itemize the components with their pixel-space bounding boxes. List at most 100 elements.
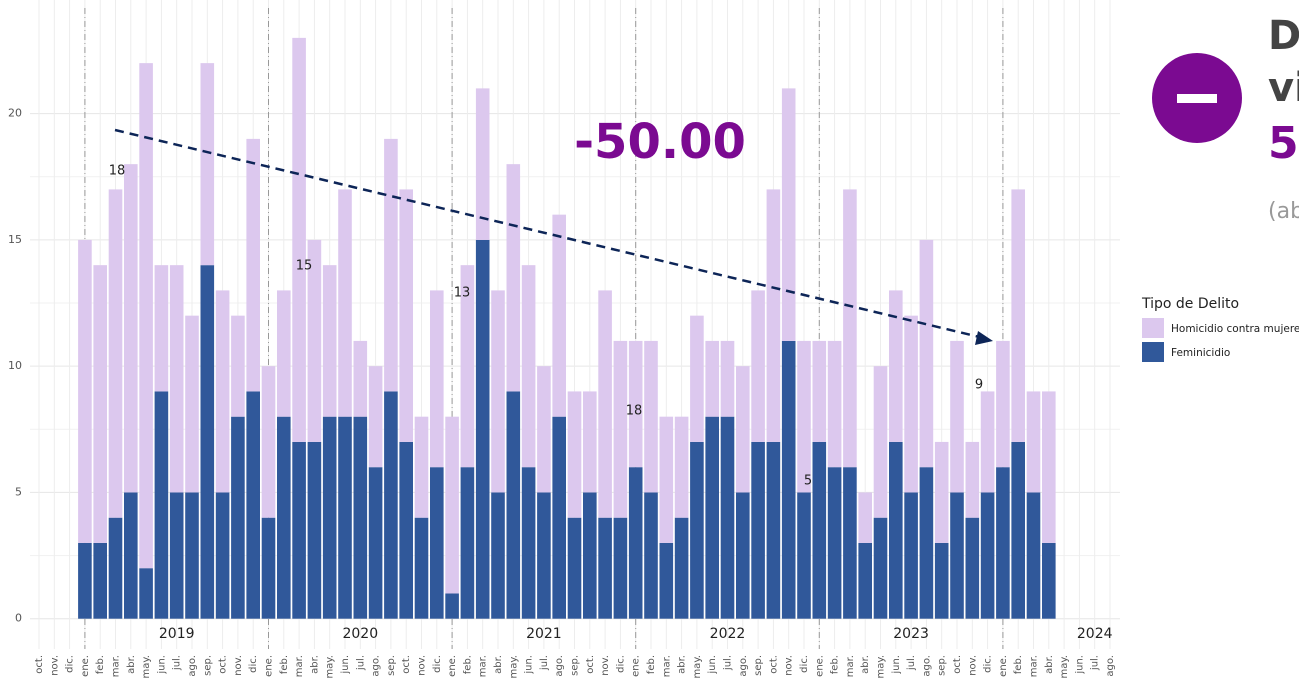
bar-segment [491, 290, 505, 493]
bar-segment [414, 517, 429, 619]
bar-segment [628, 467, 643, 619]
x-tick-label: ene. [447, 655, 458, 677]
x-tick-label: dic. [65, 655, 76, 673]
bar-segment [674, 517, 689, 619]
x-tick-label: oct. [952, 655, 963, 674]
x-tick-label: jul. [906, 655, 917, 671]
bar-segment [583, 391, 597, 493]
bar-segment [292, 441, 306, 619]
bar-segment [644, 492, 658, 619]
bar-segment [736, 492, 750, 619]
year-label: 2022 [710, 626, 746, 642]
bar-segment [384, 391, 398, 619]
bar-segment [720, 340, 735, 417]
bar-segment [1026, 492, 1041, 619]
bar-segment [154, 391, 169, 619]
bar-segment [583, 492, 597, 619]
bar-segment [353, 416, 368, 619]
x-tick-label: nov. [784, 655, 795, 676]
annotation: 18 [626, 404, 643, 419]
bar-segment [827, 340, 842, 468]
bar-segment [996, 340, 1010, 468]
bar-segment [93, 542, 107, 619]
x-tick-label: ago. [738, 655, 749, 677]
x-tick-label: oct. [585, 655, 596, 674]
bar-segment [690, 441, 704, 619]
x-tick-label: may. [508, 655, 519, 679]
bar-segment [108, 517, 123, 619]
bar-segment [277, 290, 291, 417]
bar-segment [751, 290, 765, 442]
x-tick-label: mar. [661, 655, 672, 677]
bar-segment [843, 467, 857, 619]
year-label: 2024 [1077, 626, 1113, 642]
bar-segment [934, 441, 949, 543]
x-tick-label: nov. [49, 655, 60, 676]
x-tick-label: jul. [539, 655, 550, 671]
x-tick-label: mar. [294, 655, 305, 677]
legend-label: Homicidio contra mujeres [1171, 323, 1299, 335]
bar-segment [613, 340, 628, 518]
x-tick-label: ene. [998, 655, 1009, 677]
bar-segment [261, 517, 276, 619]
bar-segment [338, 189, 352, 417]
x-tick-label: jul. [172, 655, 183, 671]
bar-segment [674, 416, 689, 518]
x-tick-label: jul. [723, 655, 734, 671]
bar-segment [460, 265, 475, 468]
bar-segment [246, 138, 260, 392]
bar-segment [384, 138, 398, 392]
y-tick-label: 20 [8, 107, 22, 120]
bar-segment [919, 239, 934, 468]
bar-segment [78, 542, 92, 619]
bar-segment [781, 340, 796, 619]
bar-segment [659, 542, 674, 619]
bar-segment [399, 189, 413, 442]
x-tick-label: ago. [921, 655, 932, 677]
bar-segment [827, 467, 842, 619]
x-tick-label: may. [325, 655, 336, 679]
year-label: 2019 [159, 626, 195, 642]
bar-segment [873, 517, 888, 619]
bar-segment [231, 315, 245, 417]
bar-segment [322, 416, 337, 619]
bar-segment [124, 164, 138, 493]
x-tick-label: ago. [1105, 655, 1116, 677]
bar-segment [399, 441, 413, 619]
bar-segment [919, 467, 934, 619]
annotation: 18 [109, 164, 126, 179]
bar-segment [108, 189, 123, 518]
bar-segment [766, 189, 781, 442]
y-tick-label: 0 [15, 612, 22, 625]
legend-label: Feminicidio [1171, 347, 1230, 359]
bar-segment [139, 63, 153, 569]
x-tick-label: may. [1059, 655, 1070, 679]
x-tick-label: ene. [631, 655, 642, 677]
bar-segment [78, 239, 92, 543]
year-label: 2020 [342, 626, 378, 642]
x-tick-label: jul. [1090, 655, 1101, 671]
bar-segment [552, 416, 566, 619]
bar-segment [215, 492, 230, 619]
bar-segment [277, 416, 291, 619]
y-tick-label: 10 [8, 359, 22, 372]
bar-segment [965, 517, 980, 619]
bar-segment [460, 467, 475, 619]
bar-segment [843, 189, 857, 468]
bar-segment [368, 467, 383, 619]
bar-segment [904, 315, 918, 493]
bar-segment [445, 593, 459, 619]
x-tick-label: jul. [355, 655, 366, 671]
x-tick-label: abr. [309, 655, 320, 674]
bar-segment [506, 164, 521, 392]
x-tick-label: mar. [845, 655, 856, 677]
x-tick-label: mar. [478, 655, 489, 677]
icon-minus [1177, 94, 1217, 103]
side-text: vi [1268, 65, 1299, 111]
bar-segment [353, 340, 368, 417]
x-tick-label: ago. [187, 655, 198, 677]
bar-segment [506, 391, 521, 619]
x-tick-label: abr. [126, 655, 137, 674]
bar-segment [169, 492, 184, 619]
headline: -50.00 [574, 114, 746, 170]
